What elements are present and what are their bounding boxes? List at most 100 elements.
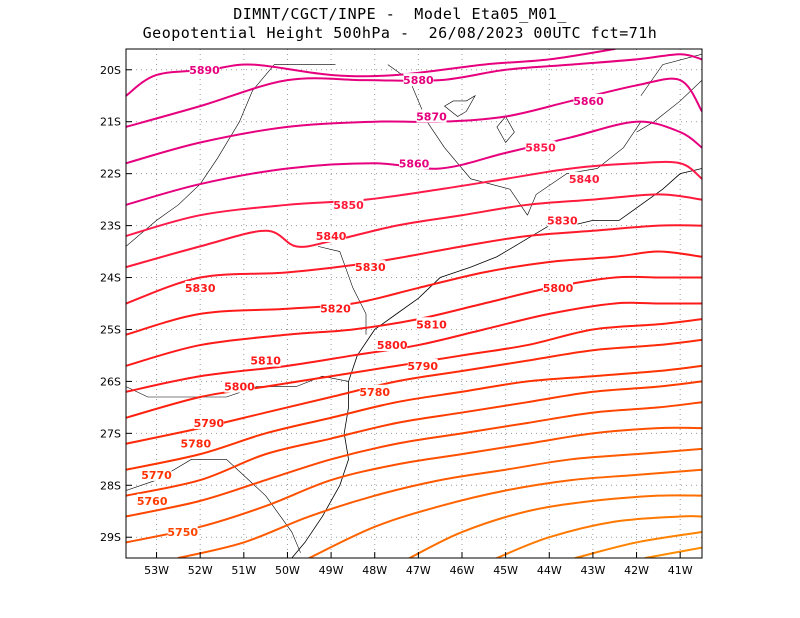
contour-label: 5790 bbox=[407, 360, 438, 373]
contour-5750 bbox=[126, 401, 702, 518]
state-border bbox=[126, 64, 336, 247]
contour-lines bbox=[126, 49, 702, 558]
contour-label: 5880 bbox=[403, 74, 434, 87]
contour-label: 5780 bbox=[359, 386, 390, 399]
contour-5780 bbox=[126, 338, 702, 445]
contour-5730 bbox=[177, 447, 702, 558]
lat-tick-label: 28S bbox=[100, 479, 121, 492]
contour-label: 5800 bbox=[543, 282, 574, 295]
contour-label: 5830 bbox=[547, 214, 578, 227]
geography bbox=[126, 53, 702, 558]
contour-label-bg bbox=[316, 228, 347, 242]
contour-label-bg bbox=[250, 353, 281, 367]
contour-label-bg bbox=[525, 140, 556, 154]
lat-tick-label: 22S bbox=[100, 168, 121, 181]
lat-tick-label: 27S bbox=[100, 427, 121, 440]
contour-5860 bbox=[126, 120, 702, 206]
lon-tick-label: 41W bbox=[668, 564, 693, 577]
lat-tick-label: 26S bbox=[100, 375, 121, 388]
contour-label: 5770 bbox=[141, 469, 172, 482]
contour-label: 5800 bbox=[224, 381, 255, 394]
lat-tick-label: 24S bbox=[100, 272, 121, 285]
lon-tick-label: 46W bbox=[450, 564, 475, 577]
contour-5870 bbox=[126, 77, 702, 165]
contour-label-bg bbox=[407, 358, 438, 372]
contour-label: 5760 bbox=[137, 495, 168, 508]
contour-label-bg bbox=[573, 93, 604, 107]
contour-5820 bbox=[126, 250, 702, 336]
chart-title-line2: Geopotential Height 500hPa - 26/08/2023 … bbox=[142, 24, 658, 42]
contour-label: 5850 bbox=[525, 142, 556, 155]
lon-tick-label: 52W bbox=[188, 564, 213, 577]
contour-label-bg bbox=[416, 317, 447, 331]
contour-label-bg bbox=[185, 280, 216, 294]
lon-tick-label: 48W bbox=[362, 564, 387, 577]
contour-label-bg bbox=[189, 62, 220, 76]
contour-label: 5790 bbox=[194, 417, 225, 430]
contour-label: 5840 bbox=[569, 173, 600, 186]
contour-labels: 5890 5880 5870 5860 5860 5850 5840 5850 5840 5830… bbox=[137, 62, 604, 539]
contour-label: 5830 bbox=[185, 282, 216, 295]
contour-label: 5810 bbox=[250, 355, 281, 368]
contour-5680 bbox=[644, 546, 702, 558]
gridlines bbox=[126, 49, 702, 558]
contour-label-bg bbox=[224, 379, 255, 393]
coastline bbox=[291, 168, 702, 558]
contour-5830 bbox=[126, 224, 702, 305]
reservoir bbox=[496, 115, 515, 144]
lat-tick-label: 29S bbox=[100, 531, 121, 544]
contour-5710 bbox=[408, 494, 702, 558]
contour-5720 bbox=[308, 468, 702, 558]
contour-5700 bbox=[495, 515, 702, 558]
contour-label: 5860 bbox=[573, 95, 604, 108]
contour-5840 bbox=[126, 193, 702, 269]
contour-5810 bbox=[126, 275, 702, 367]
contour-5850 bbox=[126, 160, 702, 237]
contour-label-bg bbox=[180, 436, 211, 450]
contour-label-bg bbox=[377, 338, 408, 352]
reservoir bbox=[444, 94, 476, 117]
contour-label-bg bbox=[167, 525, 198, 539]
chart-title-line1: DIMNT/CGCT/INPE - Model Eta05_M01_ bbox=[233, 5, 567, 23]
state-border bbox=[527, 121, 642, 216]
contour-label: 5840 bbox=[316, 230, 347, 243]
contour-label-bg bbox=[193, 415, 224, 429]
contour-5690 bbox=[574, 531, 702, 558]
axis-ticks: 53W 52W 51W 50W 49W 48W 47W 46W 45W 44W 43W 42W 41W 2… bbox=[100, 64, 693, 577]
plot-frame bbox=[125, 48, 703, 559]
contour-label-bg bbox=[141, 467, 172, 481]
contour-label-bg bbox=[403, 73, 434, 87]
contour-5740 bbox=[126, 426, 702, 544]
contour-label: 5810 bbox=[416, 318, 447, 331]
lat-tick-label: 23S bbox=[100, 220, 121, 233]
contour-label: 5870 bbox=[416, 111, 447, 124]
state-border bbox=[317, 246, 367, 335]
lon-tick-label: 53W bbox=[144, 564, 169, 577]
contour-label: 5830 bbox=[355, 261, 386, 274]
contour-label: 5860 bbox=[399, 157, 430, 170]
lon-tick-label: 47W bbox=[406, 564, 431, 577]
contour-label-bg bbox=[416, 109, 447, 123]
contour-label-bg bbox=[399, 156, 429, 170]
lon-tick-label: 43W bbox=[580, 564, 605, 577]
contour-label: 5780 bbox=[181, 438, 212, 451]
contour-label: 5850 bbox=[333, 199, 364, 212]
lon-tick-label: 49W bbox=[319, 564, 344, 577]
contour-label-bg bbox=[543, 280, 573, 294]
contour-label-bg bbox=[320, 301, 351, 315]
contour-5890 bbox=[126, 49, 616, 97]
lat-tick-label: 25S bbox=[100, 323, 121, 336]
contour-label: 5750 bbox=[167, 526, 198, 539]
contour-label: 5800 bbox=[377, 339, 408, 352]
contour-label-bg bbox=[547, 213, 578, 227]
lon-tick-label: 50W bbox=[275, 564, 300, 577]
contour-label: 5890 bbox=[189, 64, 220, 77]
lon-tick-label: 44W bbox=[537, 564, 562, 577]
contour-5760 bbox=[126, 380, 702, 497]
lon-tick-label: 45W bbox=[493, 564, 518, 577]
state-border bbox=[640, 53, 702, 96]
contour-label-bg bbox=[359, 384, 390, 398]
contour-label: 5820 bbox=[320, 303, 351, 316]
contour-5770 bbox=[126, 364, 702, 471]
